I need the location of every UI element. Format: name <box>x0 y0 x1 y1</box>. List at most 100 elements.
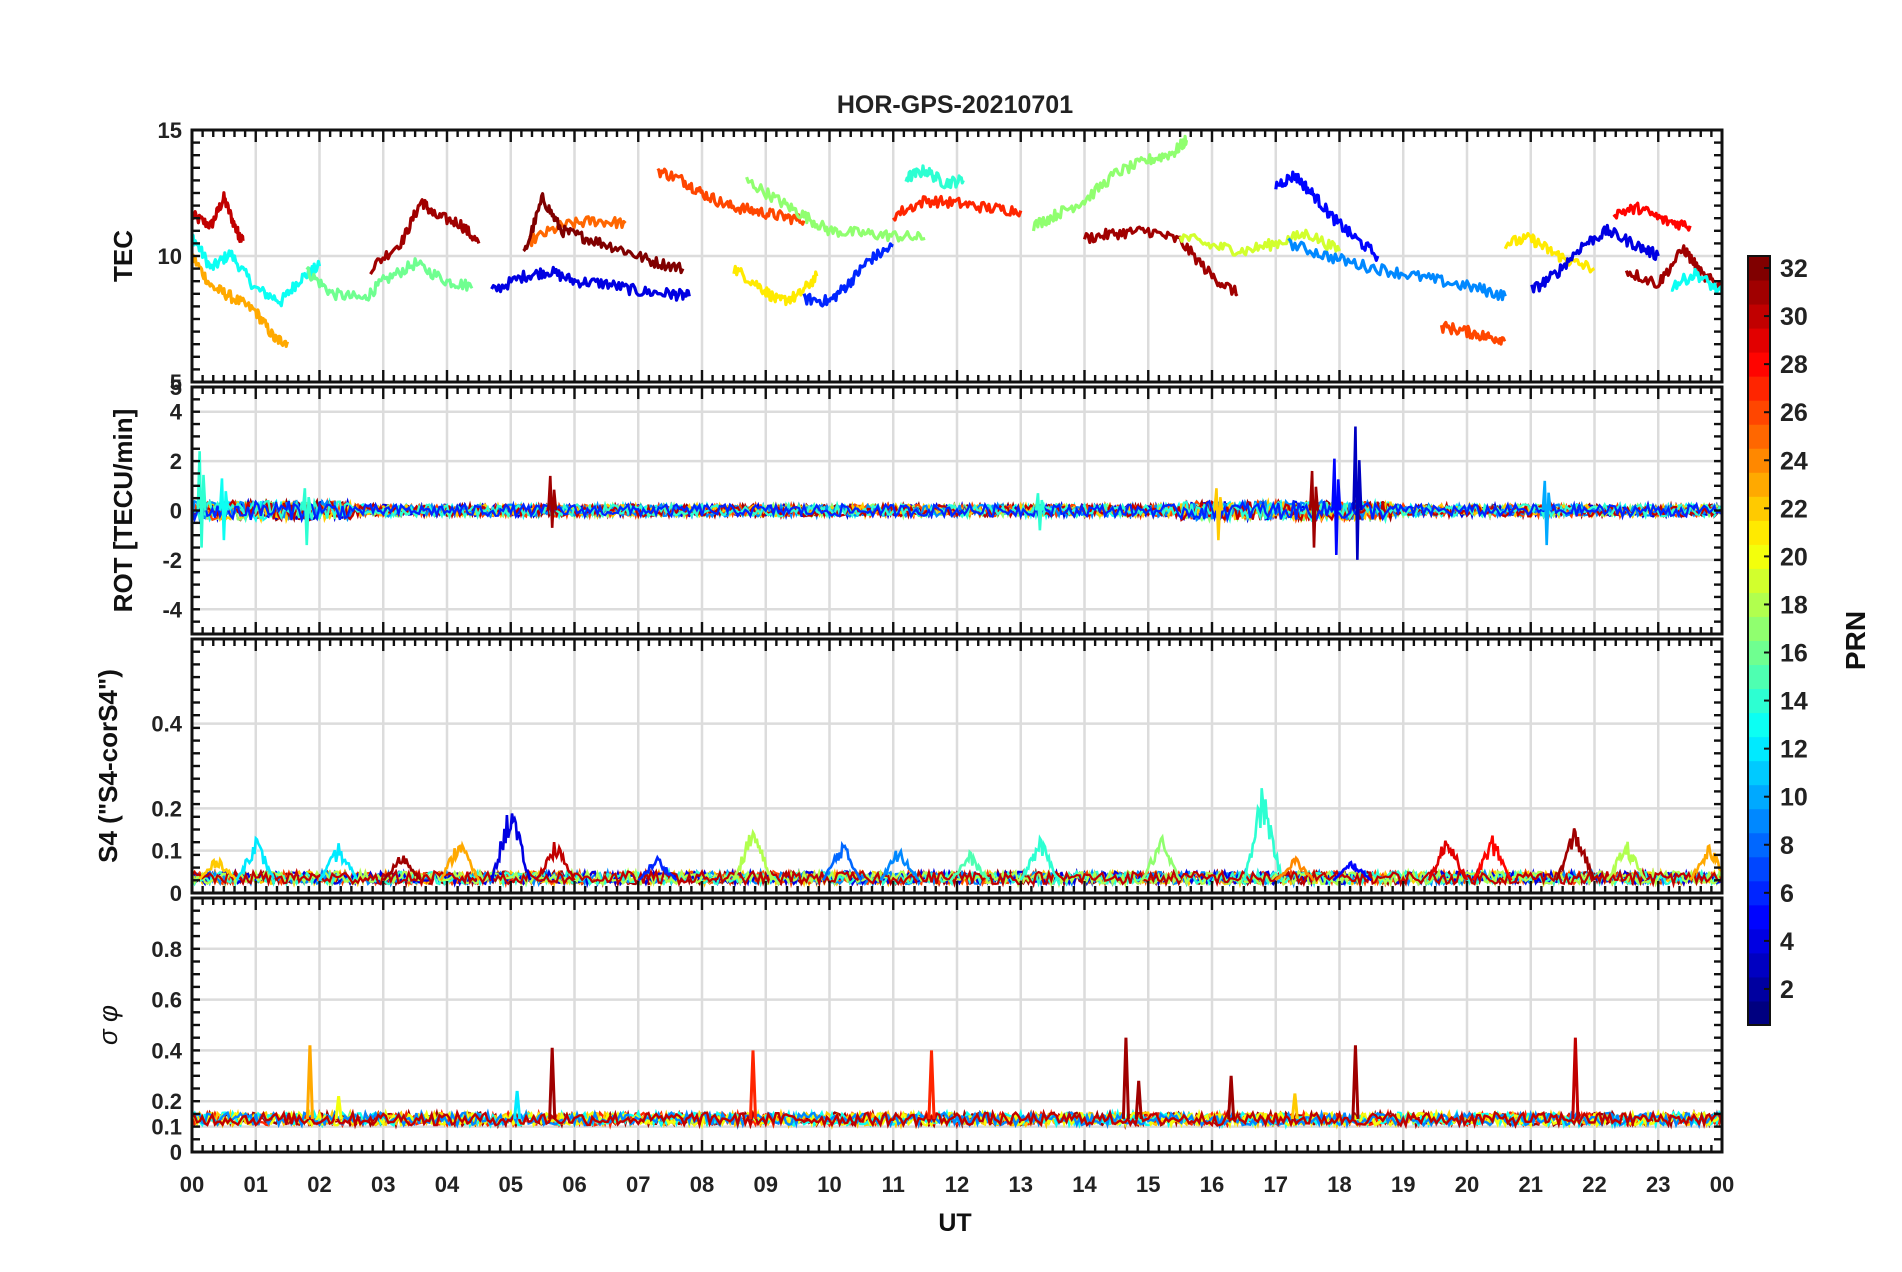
sigma-series-prn-27 <box>192 1108 1722 1130</box>
tec-series-prn-30 <box>192 191 245 243</box>
tec-series-prn-16 <box>305 257 474 302</box>
colorbar-segment <box>1748 688 1770 714</box>
y-tick-label: 0.4 <box>151 1038 182 1063</box>
rot-spike <box>1213 488 1224 541</box>
x-tick-label: 05 <box>499 1172 523 1197</box>
x-tick-label: 23 <box>1646 1172 1670 1197</box>
x-tick-label: 22 <box>1582 1172 1606 1197</box>
colorbar-tick-label: 22 <box>1780 495 1808 523</box>
y-tick-label: 4 <box>170 400 183 425</box>
s4-series-prn-18 <box>192 867 1722 889</box>
colorbar-tick-label: 8 <box>1780 832 1794 860</box>
colorbar-segment <box>1748 856 1770 882</box>
s4-burst <box>1472 835 1513 882</box>
s4-burst <box>490 813 532 881</box>
sigma-spike <box>1571 1037 1580 1120</box>
data-layer <box>192 1037 1722 1131</box>
s4-burst <box>318 843 358 882</box>
x-axis-label: UT <box>938 1209 971 1237</box>
rot-spike <box>218 478 229 541</box>
colorbar-segment <box>1748 352 1770 377</box>
colorbar-segment <box>1748 520 1770 545</box>
y-tick-label: 10 <box>158 244 182 269</box>
colorbar-segment <box>1748 376 1770 401</box>
y-tick-label: -4 <box>162 597 182 622</box>
tec-series-prn-26 <box>1439 320 1507 346</box>
x-tick-label: 00 <box>1710 1172 1734 1197</box>
colorbar-tick-label: 16 <box>1780 640 1808 668</box>
colorbar-segment <box>1748 256 1770 281</box>
tec-series-prn-17 <box>745 176 926 243</box>
colorbar-segment <box>1748 616 1770 641</box>
x-tick-label: 04 <box>435 1172 460 1197</box>
sigma-spike <box>334 1095 343 1120</box>
rot-spike <box>1308 470 1320 548</box>
colorbar-segment <box>1748 784 1770 810</box>
x-tick-label: 15 <box>1136 1172 1160 1197</box>
x-tick-label: 00 <box>180 1172 204 1197</box>
colorbar-tick-label: 20 <box>1780 543 1808 571</box>
tec-series-prn-4 <box>1530 223 1660 294</box>
rot-spike <box>196 451 207 548</box>
sigma-spike <box>1290 1093 1299 1120</box>
x-tick-label: 17 <box>1264 1172 1288 1197</box>
panel-4: 00.10.2 0.4 0.6 0.8 σ φ <box>93 896 1724 1165</box>
s4-burst <box>637 854 678 882</box>
colorbar-segment <box>1748 952 1770 978</box>
sigma-series-prn-9 <box>192 1108 1722 1130</box>
colorbar-tick-label: 18 <box>1780 591 1808 619</box>
s4-burst <box>1332 860 1373 882</box>
colorbar-segment <box>1748 448 1770 473</box>
colorbar-segment <box>1748 640 1770 666</box>
x-tick-label: 07 <box>626 1172 650 1197</box>
tec-series-prn-28 <box>1612 201 1692 232</box>
colorbar-segment <box>1748 328 1770 353</box>
panel-1: 5 10 15 TEC <box>108 118 1724 395</box>
s4-burst <box>1688 843 1722 881</box>
colorbar-tick-label: 32 <box>1780 255 1808 283</box>
s4-burst <box>1019 834 1061 881</box>
colorbar-segment <box>1748 832 1770 858</box>
x-tick-label: 19 <box>1391 1172 1415 1197</box>
colorbar-segment <box>1748 808 1770 834</box>
chart-title: HOR-GPS-20210701 <box>837 91 1073 119</box>
sigma-spike <box>1351 1045 1360 1120</box>
y-tick-label: 0.1 <box>151 1115 182 1140</box>
x-tick-label: 16 <box>1200 1172 1224 1197</box>
tec-series-prn-19 <box>1178 228 1341 257</box>
colorbar-segment <box>1748 880 1770 906</box>
colorbar-segment <box>1748 1000 1770 1026</box>
s4-burst <box>1606 841 1647 881</box>
colorbar-segment <box>1748 544 1770 569</box>
sigma-spike <box>748 1050 758 1120</box>
panel-2: -4 -2 0 2 45 ROT [TECU/min] <box>108 375 1724 636</box>
rot-spike <box>1541 480 1552 546</box>
y-tick-label: 0 <box>170 1140 182 1165</box>
colorbar-segment <box>1748 928 1770 954</box>
sigma-spike <box>1134 1080 1143 1120</box>
y-tick-label: 5 <box>170 375 182 400</box>
panel-3: 0 0.1 0.2 0.4 S4 ("S4-corS4") <box>93 637 1724 906</box>
s4-burst <box>879 847 920 882</box>
tec-series-prn-5 <box>1274 170 1380 262</box>
colorbar-segment <box>1748 760 1770 786</box>
colorbar-segment <box>1748 400 1770 425</box>
colorbar-segment <box>1748 736 1770 762</box>
x-tick-label: 20 <box>1455 1172 1479 1197</box>
colorbar-segment <box>1748 904 1770 930</box>
y-tick-label: 5 <box>170 370 182 395</box>
tec-series-prn-17 <box>1031 134 1189 232</box>
tec-series-prn-13 <box>192 233 322 308</box>
sigma-spike <box>513 1090 522 1120</box>
s4-burst <box>1427 840 1469 881</box>
sigma-spike <box>548 1047 557 1120</box>
colorbar-segment <box>1748 712 1770 738</box>
y-tick-label: 0.6 <box>151 988 182 1013</box>
x-tick-label: 09 <box>754 1172 778 1197</box>
tec-series-prn-21 <box>732 264 819 307</box>
colorbar-tick-label: 26 <box>1780 399 1808 427</box>
colorbar-label: PRN <box>1840 611 1871 670</box>
y-tick-label: 0.1 <box>151 839 182 864</box>
s4-burst <box>439 840 481 882</box>
